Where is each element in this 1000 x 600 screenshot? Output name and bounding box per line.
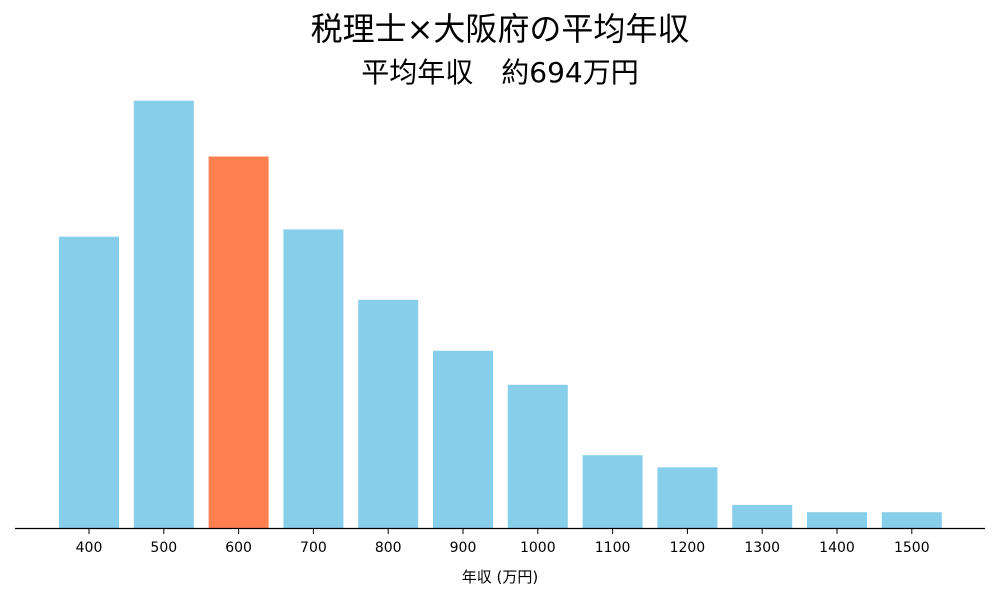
x-tick-label: 400 xyxy=(76,540,103,556)
bar-700 xyxy=(283,229,344,528)
x-tick-label: 900 xyxy=(450,540,477,556)
x-tick-label: 500 xyxy=(150,540,177,556)
x-ticks-group: 400 500 600 700 800 900 1000 1100 1200 1300 1400 15… xyxy=(76,529,930,556)
x-tick-label: 1100 xyxy=(595,540,631,556)
x-tick-label: 1400 xyxy=(819,540,855,556)
bar-1100 xyxy=(582,455,643,528)
x-tick-label: 1500 xyxy=(894,540,930,556)
x-tick-label: 1200 xyxy=(670,540,706,556)
x-tick-label: 700 xyxy=(300,540,327,556)
x-tick-label: 800 xyxy=(375,540,402,556)
x-tick-label: 600 xyxy=(225,540,252,556)
bar-400 xyxy=(59,236,119,528)
bar-1500 xyxy=(881,512,942,528)
x-axis-label: 年収 (万円) xyxy=(462,568,538,586)
chart-subtitle: 平均年収 約694万円 xyxy=(361,56,638,89)
x-tick-label: 1300 xyxy=(744,540,780,556)
chart-title: 税理士×大阪府の平均年収 xyxy=(311,10,690,48)
bar-500 xyxy=(133,100,194,528)
bar-1000 xyxy=(507,384,568,528)
bar-1300 xyxy=(732,504,793,528)
bar-900 xyxy=(433,350,493,528)
x-tick-label: 1000 xyxy=(520,540,556,556)
bar-800 xyxy=(358,299,419,528)
bar-600 xyxy=(208,156,269,528)
bar-1400 xyxy=(807,512,867,528)
bars-group xyxy=(59,100,942,528)
bar-1200 xyxy=(657,467,718,528)
